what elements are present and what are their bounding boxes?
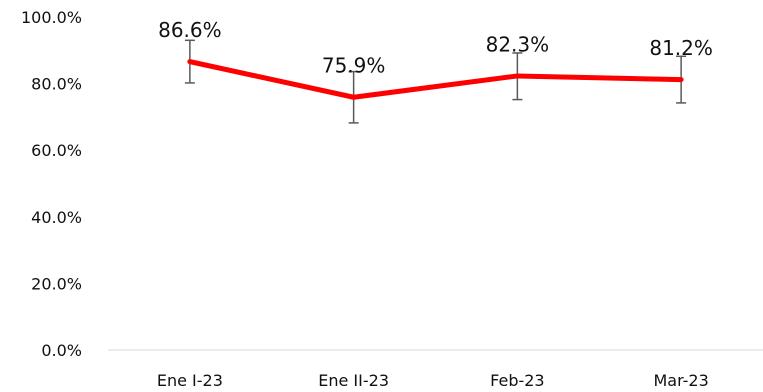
data-labels: 86.6% 75.9% 82.3% 81.2% <box>158 18 713 78</box>
y-tick-label: 60.0% <box>31 141 82 160</box>
y-tick-label: 80.0% <box>31 75 82 94</box>
x-tick-label: Ene II-23 <box>318 371 389 390</box>
data-label: 86.6% <box>158 18 222 42</box>
x-tick-label: Feb-23 <box>490 371 544 390</box>
y-tick-label: 100.0% <box>21 8 82 27</box>
error-bars <box>184 39 687 124</box>
y-tick-label: 0.0% <box>41 341 82 360</box>
data-label: 81.2% <box>649 36 713 60</box>
y-tick-label: 40.0% <box>31 208 82 227</box>
data-label: 75.9% <box>322 54 386 78</box>
series-line <box>187 59 684 100</box>
y-tick-label: 20.0% <box>31 274 82 293</box>
y-axis-tick-labels: 0.0% 20.0% 40.0% 60.0% 80.0% 100.0% <box>21 8 82 360</box>
x-tick-label: Mar-23 <box>653 371 708 390</box>
x-axis-tick-labels: Ene I-23 Ene II-23 Feb-23 Mar-23 <box>157 371 709 390</box>
x-tick-label: Ene I-23 <box>157 371 223 390</box>
data-label: 82.3% <box>486 32 550 56</box>
